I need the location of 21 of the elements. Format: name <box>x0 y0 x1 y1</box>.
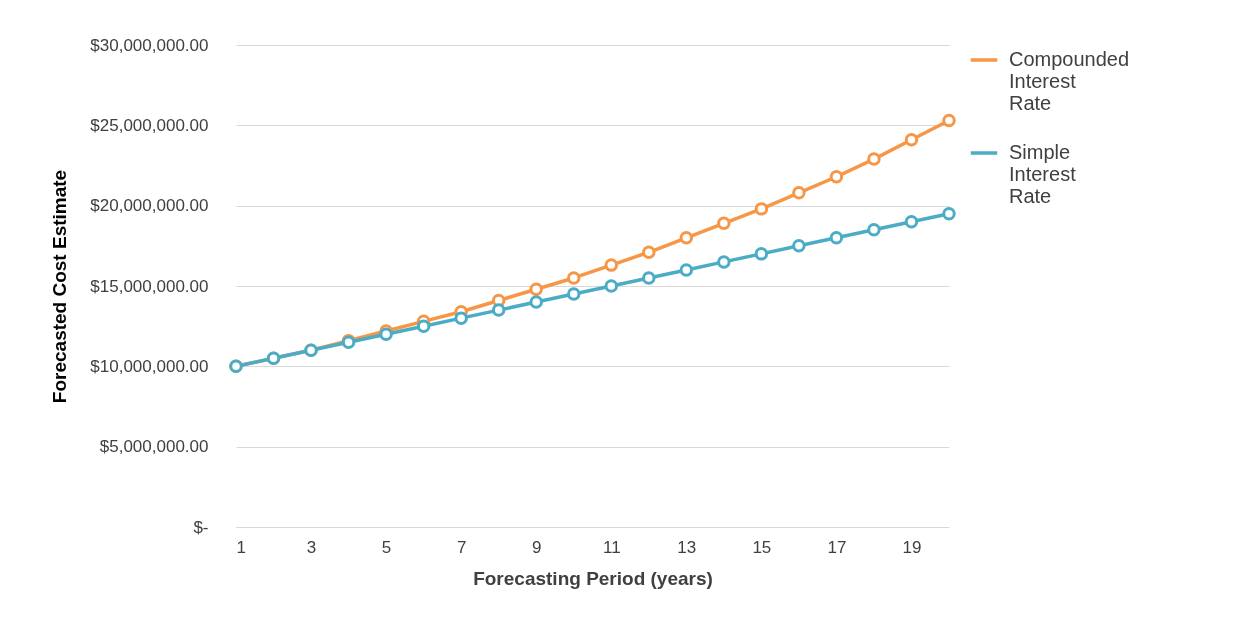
legend-label: Compounded Interest Rate <box>1009 48 1130 114</box>
legend-label: Simple Interest Rate <box>1009 141 1077 207</box>
y-tick-label: $30,000,000.00 <box>90 35 209 55</box>
x-tick-label: 11 <box>602 537 621 557</box>
y-tick-label: $- <box>193 517 209 537</box>
y-axis-title: Forecasted Cost Estimate <box>49 169 71 404</box>
y-tick-label: $20,000,000.00 <box>90 196 209 216</box>
x-tick-label: 3 <box>306 537 317 557</box>
x-axis-title: Forecasting Period (years) <box>473 567 713 589</box>
x-tick-label: 7 <box>456 537 467 557</box>
x-tick-label: 5 <box>381 537 392 557</box>
y-tick-label: $5,000,000.00 <box>99 437 209 457</box>
x-tick-label: 9 <box>531 537 542 557</box>
x-tick-label: 1 <box>236 537 246 557</box>
x-tick-label: 17 <box>827 537 847 557</box>
y-tick-label: $15,000,000.00 <box>90 276 209 296</box>
y-tick-label: $10,000,000.00 <box>90 356 209 376</box>
x-tick-label: 13 <box>677 537 697 557</box>
x-tick-label: 15 <box>752 537 772 557</box>
y-tick-label: $25,000,000.00 <box>90 115 209 135</box>
x-tick-label: 19 <box>902 537 922 557</box>
